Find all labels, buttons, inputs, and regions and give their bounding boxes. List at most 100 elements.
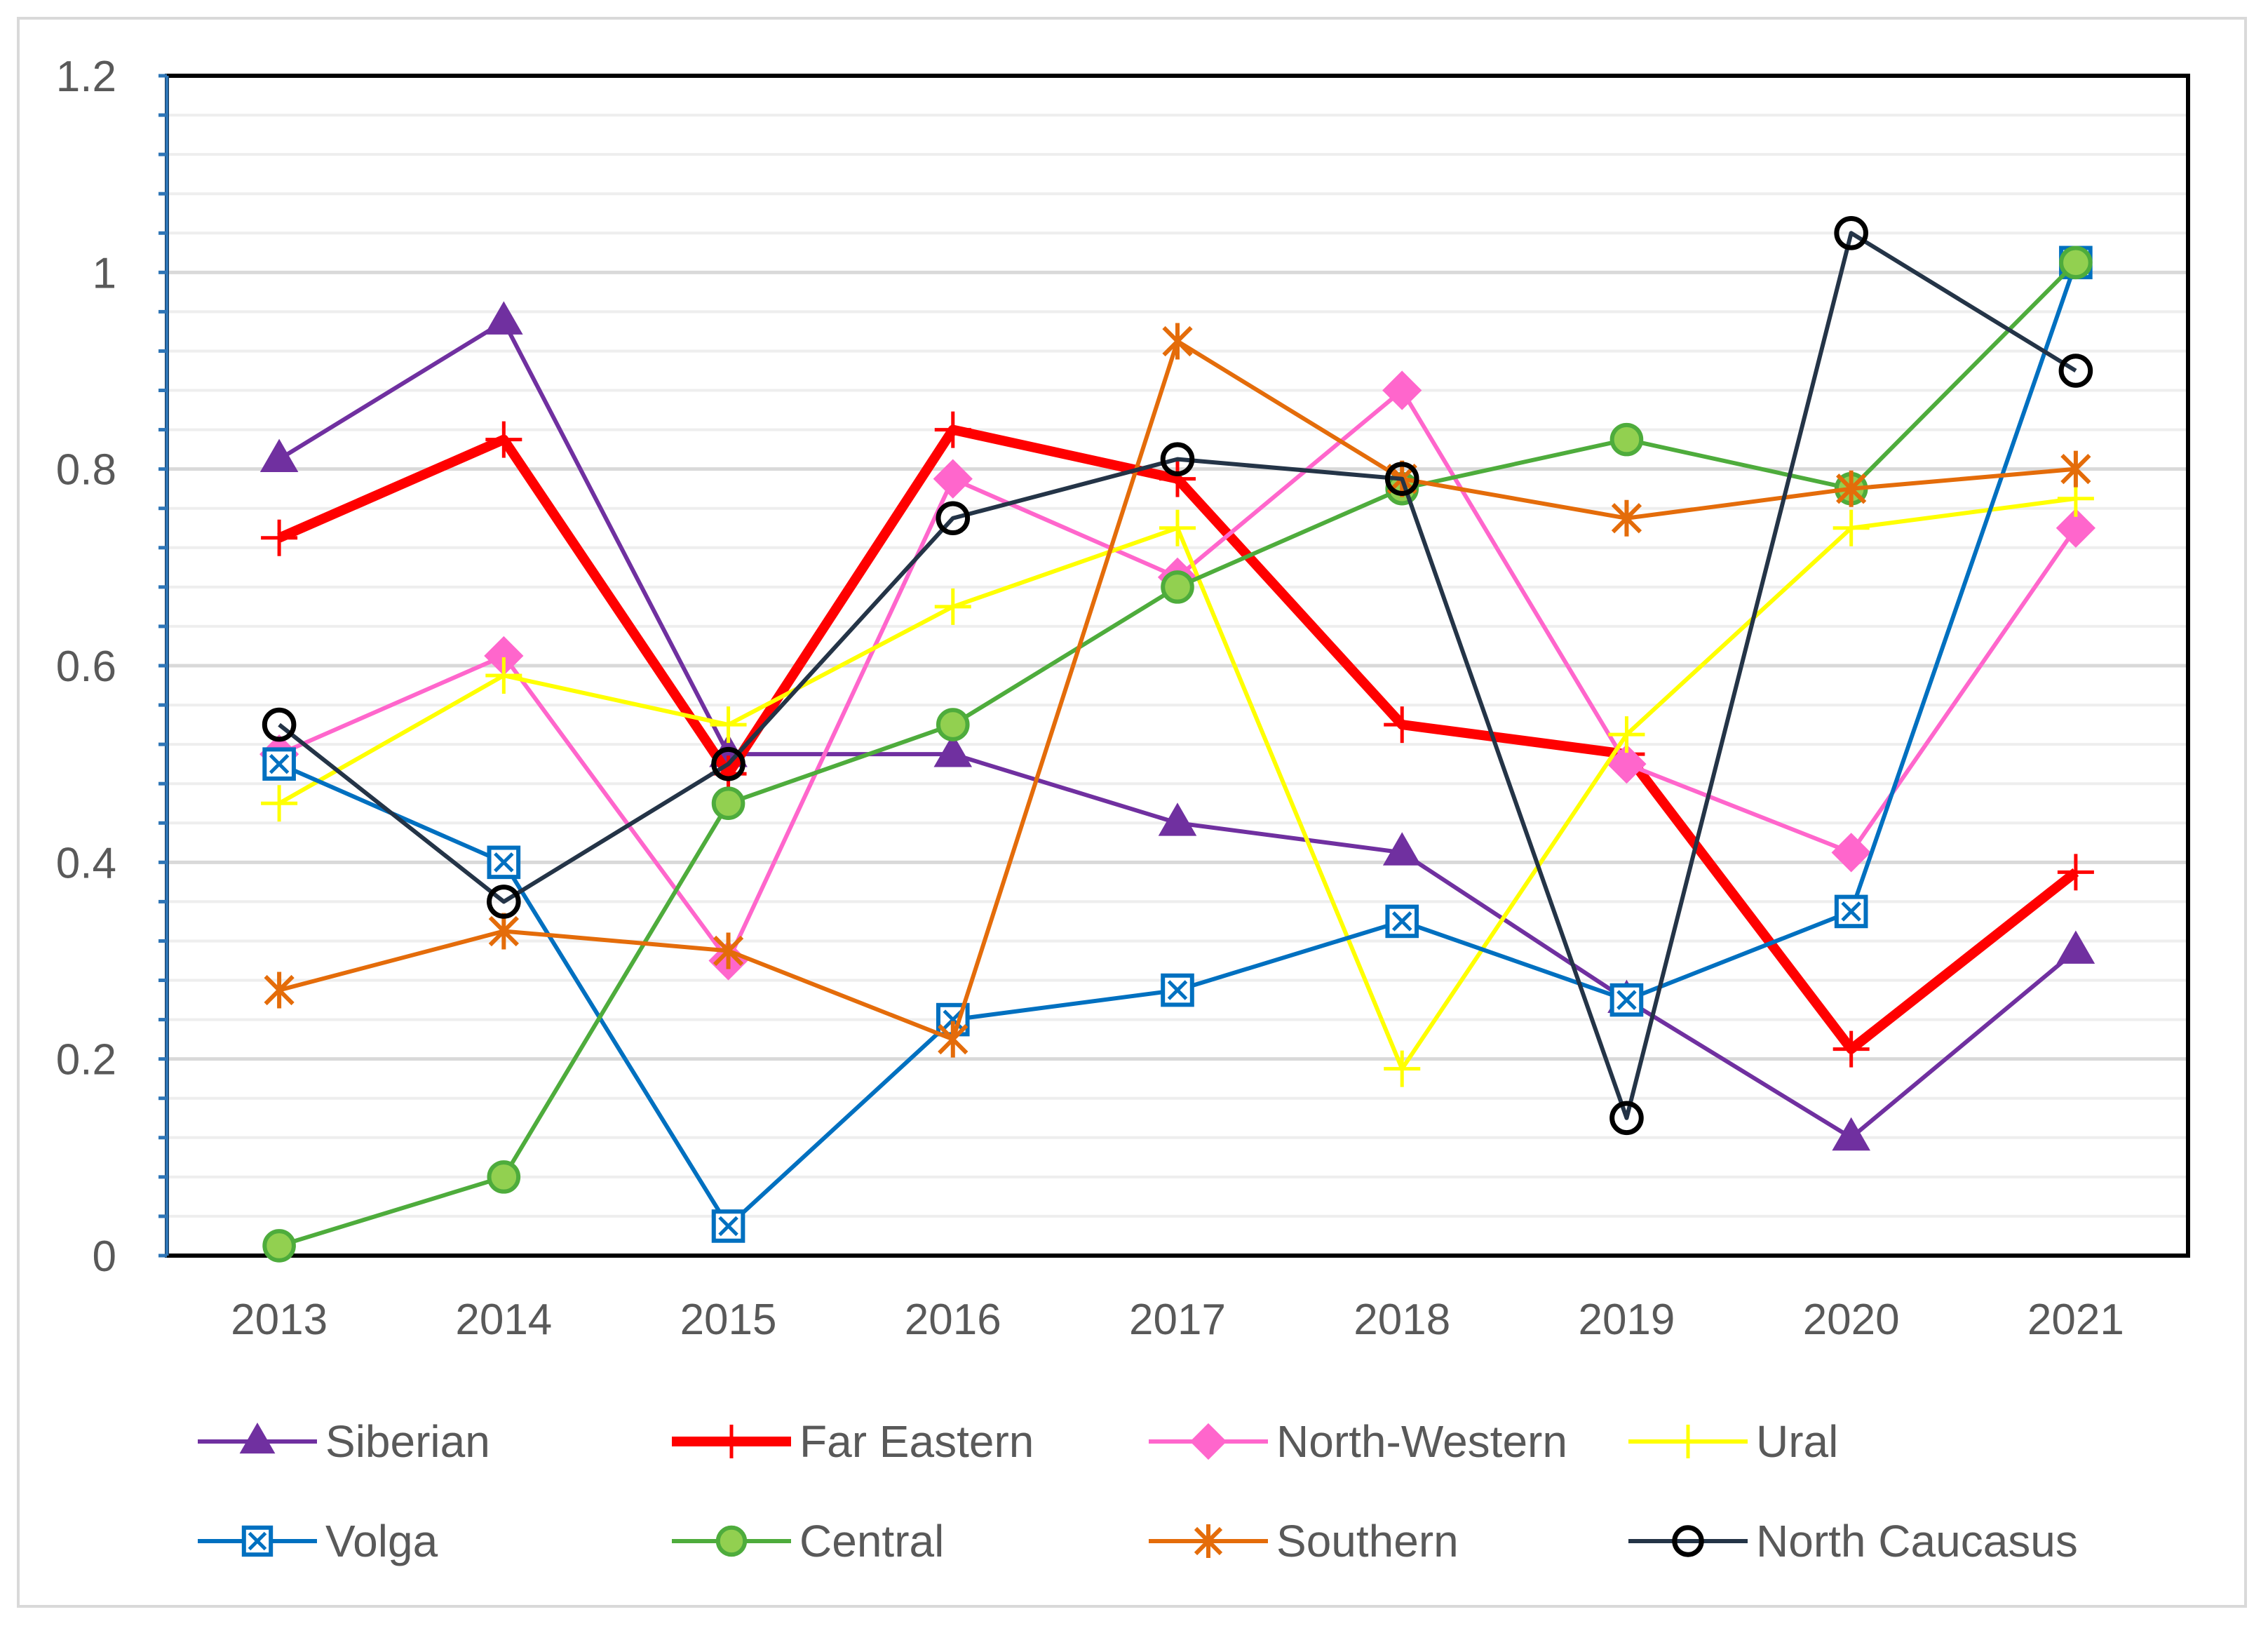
plus-marker (485, 421, 522, 458)
star-marker (2060, 450, 2091, 488)
series-ural (261, 480, 2094, 1087)
open-circle-marker (2058, 354, 2093, 388)
open-circle-marker (1672, 1525, 1704, 1557)
plus-marker (1608, 716, 1645, 753)
triangle-marker (485, 301, 523, 335)
plus-marker (1159, 509, 1196, 546)
open-circle-marker (262, 707, 297, 742)
legend-item-north-caucasus: North Caucasus (1628, 1516, 2078, 1566)
legend-label: Ural (1756, 1416, 1838, 1467)
y-tick-label: 0 (93, 1232, 116, 1281)
x-tick-label: 2013 (231, 1296, 328, 1344)
triangle-marker (239, 1422, 276, 1454)
x-tick-label: 2021 (2027, 1296, 2124, 1344)
circle-marker (711, 786, 745, 821)
open-circle-marker (1384, 462, 1419, 496)
y-tick-label: 0.8 (56, 446, 116, 495)
triangle-marker (259, 438, 299, 473)
star-marker (1162, 323, 1193, 360)
x-tick-label: 2014 (455, 1296, 552, 1344)
series-layer (259, 215, 2096, 1263)
legend-item-central: Central (672, 1516, 944, 1566)
plus-marker (1384, 1050, 1421, 1087)
plus-marker (1832, 509, 1870, 546)
triangle-marker (2056, 930, 2095, 964)
boxed-x-marker (487, 845, 521, 880)
star-marker (1611, 499, 1642, 537)
legend-item-far-eastern: Far Eastern (672, 1416, 1034, 1467)
legend-label: Central (799, 1516, 944, 1566)
series-southern (264, 323, 2091, 1058)
x-tick-label: 2018 (1354, 1296, 1450, 1344)
plus-marker (2057, 854, 2094, 891)
legend-label: Far Eastern (799, 1416, 1034, 1467)
circle-marker (1609, 422, 1644, 457)
series-north-caucasus (262, 215, 2093, 1136)
star-marker (264, 972, 295, 1009)
star-marker (488, 913, 519, 950)
legend: Siberian Far Eastern North-Western Ural Volg… (198, 1416, 2078, 1566)
triangle-marker (1382, 832, 1422, 866)
boxed-x-marker (711, 1209, 745, 1243)
y-tick-label: 1 (93, 249, 116, 297)
plus-marker (261, 519, 298, 556)
legend-item-north-western: North-Western (1149, 1416, 1567, 1467)
triangle-marker (1158, 802, 1197, 836)
boxed-x-marker (1834, 894, 1868, 929)
x-axis: 2013 2014 2015 2016 2017 2018 2019 2020 2021 (231, 1296, 2124, 1344)
plus-marker (1671, 1425, 1705, 1458)
y-tick-label: 0.2 (56, 1036, 116, 1084)
x-tick-label: 2020 (1803, 1296, 1900, 1344)
circle-marker (2059, 246, 2093, 280)
plus-marker (934, 411, 971, 448)
boxed-x-marker (262, 747, 296, 781)
circle-marker (1161, 570, 1194, 604)
open-circle-marker (1609, 1101, 1644, 1136)
star-marker (1836, 470, 1867, 507)
diamond-marker (1382, 370, 1422, 410)
x-tick-label: 2015 (680, 1296, 777, 1344)
diamond-marker (1607, 744, 1647, 784)
plus-marker (934, 588, 971, 625)
plus-marker (710, 706, 747, 744)
star-marker (938, 1021, 968, 1058)
diamond-marker (2056, 508, 2096, 548)
series-line-north-caucasus (278, 231, 2077, 1120)
plus-marker (1384, 706, 1421, 744)
y-tick-label: 0.6 (56, 643, 116, 691)
x-tick-label: 2017 (1129, 1296, 1226, 1344)
diamond-marker (933, 459, 973, 499)
star-marker (1194, 1524, 1223, 1558)
legend-label: North-Western (1276, 1416, 1567, 1467)
triangle-marker (933, 734, 973, 767)
gridlines (167, 114, 2188, 1218)
legend-label: Siberian (325, 1416, 490, 1467)
plus-marker (1832, 1030, 1870, 1068)
y-tick-label: 0.4 (56, 839, 116, 887)
legend-label: North Caucasus (1756, 1516, 2078, 1566)
legend-label: Southern (1276, 1516, 1459, 1566)
triangle-marker (1832, 1117, 1870, 1151)
y-axis: 0 0.2 0.4 0.6 0.8 1 1.2 (56, 53, 169, 1281)
open-circle-marker (936, 501, 971, 536)
open-circle-marker (1160, 442, 1195, 476)
open-circle-marker (711, 746, 745, 781)
boxed-x-marker (1161, 973, 1194, 1007)
legend-item-volga: Volga (198, 1516, 438, 1566)
circle-marker (715, 1525, 748, 1557)
plus-marker (261, 785, 298, 822)
boxed-x-marker (1385, 904, 1419, 939)
star-marker (713, 932, 744, 969)
x-tick-label: 2016 (905, 1296, 1001, 1344)
open-circle-marker (487, 885, 521, 919)
legend-item-siberian: Siberian (198, 1416, 490, 1467)
legend-item-ural: Ural (1628, 1416, 1838, 1467)
boxed-x-marker (241, 1525, 274, 1557)
x-tick-label: 2019 (1578, 1296, 1675, 1344)
plus-marker (485, 657, 522, 694)
legend-item-southern: Southern (1149, 1516, 1459, 1566)
plus-marker (715, 1425, 748, 1458)
circle-marker (262, 1229, 296, 1263)
series-central (262, 246, 2093, 1263)
